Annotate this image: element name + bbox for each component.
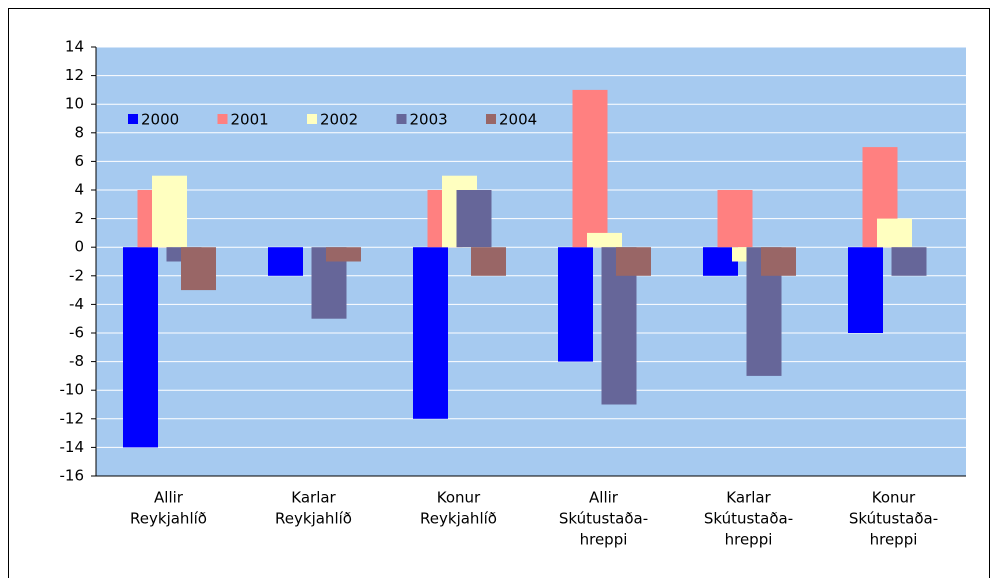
legend-label: 2002 — [320, 111, 358, 129]
y-tick-label: -14 — [60, 438, 85, 456]
x-tick-label: Skútustaða- — [849, 510, 938, 528]
x-tick-label: hreppi — [580, 531, 628, 549]
bar — [558, 247, 593, 362]
legend-swatch — [486, 114, 496, 124]
x-tick-label: Karlar — [291, 489, 336, 507]
legend-label: 2000 — [141, 111, 179, 129]
bar — [471, 247, 506, 276]
x-tick-label: Skútustaða- — [704, 510, 793, 528]
bar — [123, 247, 158, 448]
bar — [761, 247, 796, 276]
y-tick-label: 10 — [65, 95, 84, 113]
x-tick-label: Konur — [872, 489, 916, 507]
bar — [456, 190, 492, 248]
x-tick-label: Allir — [154, 489, 184, 507]
y-tick-label: -8 — [69, 352, 84, 370]
y-tick-label: 0 — [74, 238, 84, 256]
legend-label: 2001 — [231, 111, 269, 129]
bar — [877, 218, 912, 248]
legend-label: 2003 — [410, 111, 448, 129]
x-tick-label: Reykjahlíð — [130, 510, 207, 528]
plot-area — [96, 47, 966, 476]
legend-swatch — [307, 114, 317, 124]
legend-swatch — [128, 114, 138, 124]
bar — [572, 89, 608, 248]
bar — [891, 247, 927, 276]
x-tick-label: hreppi — [870, 531, 918, 549]
y-tick-label: -10 — [60, 381, 85, 399]
x-tick-label: Karlar — [726, 489, 771, 507]
x-tick-label: Reykjahlíð — [275, 510, 352, 528]
x-tick-label: Reykjahlíð — [420, 510, 497, 528]
y-tick-label: 14 — [65, 38, 84, 56]
bar — [268, 247, 303, 276]
bar — [181, 247, 216, 291]
y-tick-label: -6 — [69, 324, 84, 342]
y-tick-label: -4 — [69, 295, 84, 313]
bar — [717, 190, 753, 248]
y-tick-label: 12 — [65, 66, 84, 84]
y-tick-label: 2 — [74, 209, 84, 227]
bar — [152, 175, 187, 248]
bar — [848, 247, 883, 333]
y-tick-label: 6 — [74, 152, 84, 170]
legend-swatch — [396, 114, 407, 124]
bar — [413, 247, 448, 419]
x-tick-label: hreppi — [725, 531, 773, 549]
bar — [326, 247, 361, 262]
bar — [616, 247, 651, 276]
x-tick-label: Skútustaða- — [559, 510, 648, 528]
y-tick-label: -12 — [60, 409, 85, 427]
y-tick-label: 4 — [74, 181, 84, 199]
x-tick-label: Konur — [437, 489, 481, 507]
y-tick-label: -2 — [69, 266, 84, 284]
legend-label: 2004 — [499, 111, 537, 129]
legend-swatch — [217, 114, 228, 124]
y-tick-label: 8 — [74, 123, 84, 141]
bar — [587, 232, 622, 248]
y-tick-label: -16 — [60, 467, 85, 485]
x-tick-label: Allir — [589, 489, 619, 507]
